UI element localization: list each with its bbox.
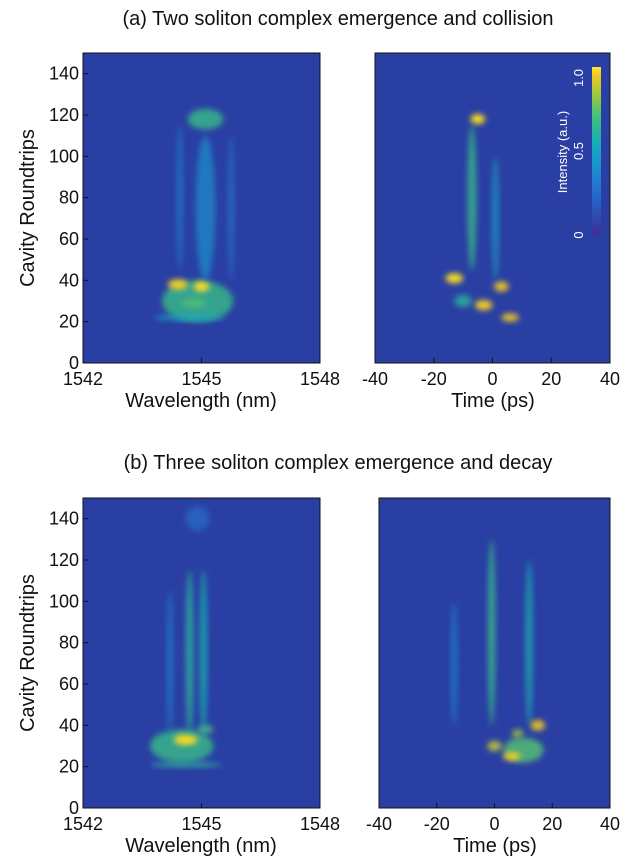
panel-b-spectral-plot: 0 20 40 60 80 100 120 140 1542 1545 1548 Cavity R… <box>17 497 340 857</box>
panel-b-temporal-plot: -40 -20 0 20 40 Time (ps) <box>366 497 620 857</box>
panel-b-spectral-feature-0 <box>150 729 214 763</box>
panel-b-ytick-label-140: 140 <box>49 509 79 529</box>
panel-a-spectral-feature-3 <box>181 298 206 308</box>
panel-a-temporal-feature-0 <box>470 113 486 125</box>
colorbar-gradient <box>592 67 601 235</box>
panel-a-spectral-feature-6 <box>176 125 183 270</box>
panel-a-spectral-heatmap <box>154 108 235 322</box>
panel-b-spectral-feature-7 <box>150 761 222 768</box>
panel-a-ytick-label-140: 140 <box>49 64 79 84</box>
panel-b-ytick-label-40: 40 <box>59 715 79 735</box>
panel-b-temporal-xlabel: Time (ps) <box>453 835 537 857</box>
panel-a-temporal-heatmap <box>445 113 519 322</box>
panel-a-spectral-xtick-label-1545: 1545 <box>181 369 221 389</box>
panel-b-spectral-feature-6 <box>185 506 210 532</box>
panel-a-spectral-feature-5 <box>195 135 216 281</box>
colorbar-tick-0.5: 0.5 <box>571 142 586 160</box>
panel-a-temporal-feature-1 <box>467 125 477 270</box>
colorbar-tick-0: 0 <box>571 231 586 238</box>
panel-a-ytick-label-20: 20 <box>59 312 79 332</box>
panel-a-title: (a) Two soliton complex emergence and co… <box>123 8 554 30</box>
panel-b-spectral-feature-2 <box>197 725 214 734</box>
panel-b-spectral-xtick-label-1548: 1548 <box>300 814 340 834</box>
panel-b-spectral-xlabel: Wavelength (nm) <box>125 835 277 857</box>
panel-b-spectral-xtick-label-1545: 1545 <box>181 814 221 834</box>
panel-b-temporal-feature-2 <box>450 601 458 726</box>
panel-b-ylabel: Cavity Roundtrips <box>17 574 39 732</box>
panel-a-ytick-label-0: 0 <box>69 353 79 373</box>
panel-b-ytick-label-20: 20 <box>59 757 79 777</box>
panel-b-spectral-xtick-label-1542: 1542 <box>63 814 103 834</box>
panel-a-ylabel: Cavity Roundtrips <box>17 129 39 287</box>
panel-b-temporal-feature-5 <box>503 752 521 761</box>
panel-b-temporal-heatmap <box>450 539 546 763</box>
panel-a-spectral-xlabel: Wavelength (nm) <box>125 390 277 412</box>
panel-a-ytick-label-80: 80 <box>59 188 79 208</box>
panel-a-temporal-feature-2 <box>491 156 499 281</box>
panel-a-ytick-label-40: 40 <box>59 270 79 290</box>
panel-b-spectral-feature-4 <box>199 570 208 736</box>
panel-a-temporal-plot: -40 -20 0 20 40 Time (ps) Intensity (a.u.) 0… <box>362 52 620 412</box>
panel-a-spectral-xtick-label-1548: 1548 <box>300 369 340 389</box>
panel-a-spectral-feature-2 <box>193 281 210 292</box>
panel-b-temporal-feature-0 <box>487 539 496 726</box>
panel-b-spectral-feature-1 <box>173 734 198 745</box>
panel-a-temporal-feature-5 <box>474 299 493 311</box>
panel-a-ytick-label-100: 100 <box>49 146 79 166</box>
panel-a-temporal-xtick-label-20: 20 <box>541 369 561 389</box>
panel-a-spectral-xtick-label-1542: 1542 <box>63 369 103 389</box>
panel-a-temporal-xtick-label-0: 0 <box>487 369 497 389</box>
panel-a-temporal-xlabel: Time (ps) <box>451 390 535 412</box>
panel-b-temporal-feature-7 <box>511 729 524 738</box>
panel-b-ytick-label-80: 80 <box>59 633 79 653</box>
panel-a-temporal-feature-3 <box>445 273 464 284</box>
panel-a-spectral-feature-4 <box>187 108 224 130</box>
panel-a-temporal-feature-4 <box>493 281 509 292</box>
panel-a-spectral-plot: 0 20 40 60 80 100 120 140 1542 1545 1548 Cavity R… <box>17 52 340 412</box>
panel-b-ytick-label-100: 100 <box>49 591 79 611</box>
panel-b-ytick-label-120: 120 <box>49 550 79 570</box>
panel-a-temporal-feature-7 <box>454 294 472 308</box>
panel-b-temporal-xtick-label-40: 40 <box>600 814 620 834</box>
panel-a-temporal-xtick-label--40: -40 <box>362 369 388 389</box>
colorbar-label: Intensity (a.u.) <box>555 111 570 193</box>
panel-a-spectral-feature-7 <box>227 135 235 281</box>
panel-b-spectral-feature-5 <box>166 591 174 736</box>
panel-b-ytick-label-60: 60 <box>59 674 79 694</box>
colorbar-tick-1.0: 1.0 <box>571 69 586 87</box>
panel-a-spectral-feature-8 <box>154 314 226 321</box>
panel-b-temporal-xtick-label--40: -40 <box>366 814 392 834</box>
panel-a-ytick-label-60: 60 <box>59 229 79 249</box>
panel-b-spectral-heatmap <box>150 506 222 768</box>
panel-a-ytick-label-120: 120 <box>49 105 79 125</box>
panel-b-ytick-label-0: 0 <box>69 798 79 818</box>
panel-a-temporal-feature-6 <box>501 313 519 322</box>
panel-b-temporal-xtick-label--20: -20 <box>424 814 450 834</box>
panel-a-temporal-xtick-label--20: -20 <box>421 369 447 389</box>
panel-a-spectral-feature-1 <box>167 279 188 290</box>
panel-b-temporal-feature-1 <box>525 560 533 726</box>
panel-a-temporal-xtick-label-40: 40 <box>600 369 620 389</box>
panel-b-temporal-feature-4 <box>530 720 546 731</box>
panel-b-title: (b) Three soliton complex emergence and … <box>124 452 553 474</box>
panel-b-temporal-xtick-label-0: 0 <box>489 814 499 834</box>
panel-b-temporal-xtick-label-20: 20 <box>542 814 562 834</box>
panel-b-spectral-feature-3 <box>185 570 194 736</box>
colorbar: Intensity (a.u.) 0 0.5 1.0 <box>555 67 601 239</box>
panel-b-temporal-feature-6 <box>487 740 502 752</box>
